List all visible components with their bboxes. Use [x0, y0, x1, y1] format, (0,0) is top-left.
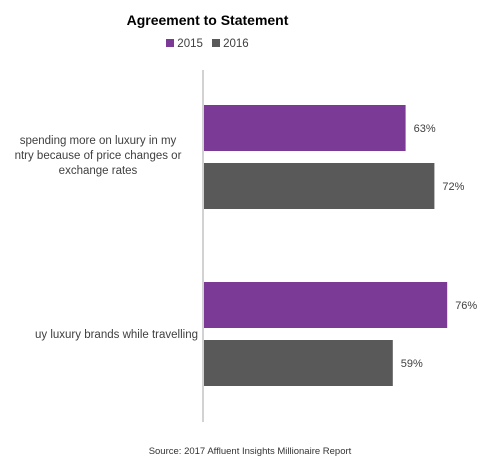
bar-2016-0 [204, 163, 435, 209]
legend-swatch-2016 [212, 39, 221, 47]
data-label-2015-1: 76% [455, 300, 477, 312]
category-label-travelling: uy luxury brands while travelling [0, 328, 198, 343]
legend-swatch-2015 [166, 39, 175, 47]
bar-2015-1 [204, 282, 448, 328]
data-label-2016-0: 72% [442, 181, 464, 193]
chart-title: Agreement to Statement [126, 12, 289, 28]
legend-item-2015: 2015 [166, 38, 203, 50]
bar-2015-0 [204, 105, 406, 151]
data-label-2015-0: 63% [414, 123, 436, 135]
category-label-price-changes: spending more on luxury in my ntry becau… [0, 134, 198, 179]
legend-label-2015: 2015 [177, 38, 203, 50]
source-note: Source: 2017 Affluent Insights Millionai… [148, 446, 352, 457]
bar-2016-1 [204, 340, 393, 386]
category-label-line: uy luxury brands while travelling [35, 329, 198, 341]
category-label-line: spending more on luxury in my ntry becau… [14, 135, 182, 177]
legend-label-2016: 2016 [223, 38, 249, 50]
data-label-2016-1: 59% [401, 358, 423, 370]
chart-legend: 2015 2016 [0, 38, 415, 50]
legend-item-2016: 2016 [212, 38, 249, 50]
